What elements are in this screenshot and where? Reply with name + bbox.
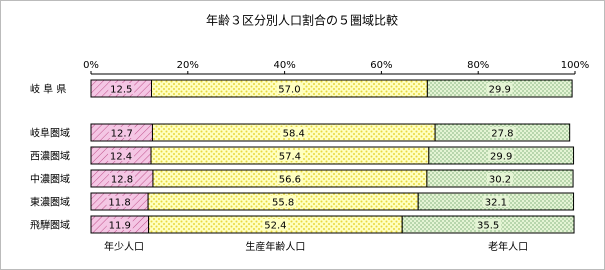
data-label: 35.5 [477,221,499,232]
label-bg [106,196,133,207]
x-tick-label: 60% [370,60,392,71]
x-tick-label: 100% [561,60,590,71]
data-label: 56.6 [279,175,301,186]
label-bg [108,127,135,138]
label-bg [488,150,515,161]
x-tick-label: 80% [467,60,489,71]
label-bg [108,83,135,94]
chart-title: 年齢３区分別人口割合の５圏域比較 [206,13,398,28]
data-label: 29.9 [490,152,512,163]
label-bg [280,127,307,138]
data-label: 11.8 [108,198,130,209]
data-label: 57.0 [278,85,300,96]
data-label: 58.4 [283,129,305,140]
label-bg [276,83,303,94]
label-bg [108,173,135,184]
data-label: 30.2 [489,175,511,186]
legend-label: 老年人口 [488,240,528,253]
label-bg [486,173,513,184]
label-bg [276,150,303,161]
legend-label: 生産年齢人口 [245,240,305,253]
x-tick-label: 20% [177,60,199,71]
data-label: 12.8 [111,175,133,186]
label-bg [108,150,135,161]
label-bg [276,173,303,184]
data-label: 12.5 [110,85,132,96]
data-label: 12.4 [110,152,132,163]
label-bg [482,196,509,207]
y-tick-label: 西濃圏域 [30,150,70,163]
data-label: 52.4 [264,221,286,232]
label-bg [475,219,502,230]
data-label: 12.7 [111,129,133,140]
y-tick-label: 岐 阜 県 [30,83,66,96]
data-label: 57.4 [279,152,301,163]
label-bg [489,127,516,138]
data-label: 29.9 [489,85,511,96]
data-label: 55.8 [272,198,294,209]
y-tick-label: 東濃圏域 [30,196,70,209]
label-bg [106,219,133,230]
legend-label: 年少人口 [104,240,144,253]
data-label: 11.9 [109,221,131,232]
x-tick-label: 0% [83,60,99,71]
x-tick-label: 40% [273,60,295,71]
data-label: 32.1 [485,198,507,209]
label-bg [486,83,513,94]
y-tick-label: 飛騨圏域 [30,219,70,232]
label-bg [270,196,297,207]
data-label: 27.8 [491,129,513,140]
y-tick-label: 岐阜圏域 [30,127,70,140]
label-bg [262,219,289,230]
y-tick-label: 中濃圏域 [30,173,70,186]
